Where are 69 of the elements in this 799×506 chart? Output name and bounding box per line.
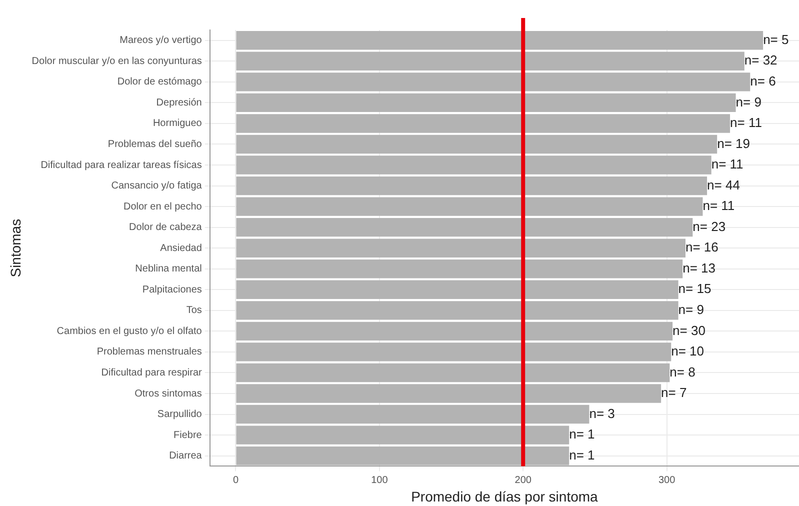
bar [236, 342, 672, 362]
bar [236, 363, 670, 382]
bar [236, 404, 590, 424]
bar [236, 280, 678, 299]
bar [236, 197, 703, 216]
annotation: n= 15 [678, 281, 712, 296]
bar [236, 93, 736, 112]
y-tick-label: Dificultad para respirar [101, 367, 203, 378]
bar [236, 156, 712, 174]
annotation: n= 3 [589, 406, 615, 421]
annotation: n= 11 [702, 198, 735, 214]
annotation: n= 7 [661, 385, 687, 400]
x-tick-label: 100 [371, 474, 388, 486]
bar [236, 52, 744, 71]
bar [236, 426, 570, 444]
bar [236, 260, 683, 278]
annotation: n= 23 [692, 218, 726, 234]
y-tick-label: Palpitaciones [142, 284, 202, 296]
bar [236, 31, 764, 50]
x-tick-label: 300 [658, 474, 676, 486]
annotation: n= 13 [682, 260, 716, 276]
y-tick-label: Problemas del sueño [108, 138, 202, 150]
annotation: n= 10 [671, 344, 704, 359]
annotation: n= 44 [707, 177, 740, 192]
y-tick-label: Fiebre [174, 430, 202, 441]
y-tick-label: Dolor de estómago [117, 76, 202, 88]
bar [236, 446, 570, 466]
bar [236, 134, 718, 154]
y-tick-label: Depresión [156, 97, 202, 108]
y-tick-label: Dolor en el pecho [123, 201, 202, 212]
annotation: n= 11 [711, 156, 744, 172]
annotation: n= 9 [736, 94, 762, 110]
y-tick-label: Dolor muscular y/o en las conyunturas [32, 56, 202, 67]
bar [236, 238, 686, 258]
annotation: n= 1 [569, 447, 595, 462]
y-axis-title: Sintomas [7, 218, 24, 278]
y-tick-label: Mareos y/o vertigo [120, 35, 202, 46]
y-tick-label: Dolor de cabeza [129, 222, 202, 234]
bar [236, 384, 662, 403]
annotation: n= 32 [744, 52, 778, 68]
y-tick-label: Neblina mental [135, 264, 202, 275]
y-tick-label: Cambios en el gusto y/o el olfato [56, 326, 202, 337]
y-tick-label: Problemas menstruales [96, 346, 202, 358]
y-tick-label: Dificultad para realizar tareas físicas [40, 160, 202, 171]
y-tick-label: Sarpullido [157, 409, 202, 420]
annotation: n= 19 [717, 136, 750, 151]
y-tick-label: Cansancio y/o fatiga [111, 180, 202, 192]
bar [236, 72, 750, 92]
bar [236, 322, 673, 341]
y-tick-label: Ansiedad [160, 242, 202, 254]
x-axis-title: Promedio de días por sintoma [411, 488, 598, 504]
x-tick-label: 200 [514, 474, 532, 486]
y-tick-label: Otros sintomas [134, 388, 202, 400]
annotation: n= 5 [763, 32, 789, 47]
annotation: n= 16 [685, 240, 718, 255]
annotation: n= 30 [672, 322, 706, 338]
annotation: n= 9 [678, 302, 704, 317]
annotation: n= 6 [750, 74, 776, 89]
annotation: n= 11 [730, 115, 762, 130]
bar [236, 301, 678, 320]
x-tick-label: 0 [232, 474, 239, 486]
bar [236, 218, 693, 237]
bar [236, 114, 730, 133]
annotation: n= 8 [670, 364, 696, 380]
y-tick-label: Tos [186, 305, 202, 316]
y-tick-label: Hormigueo [152, 118, 202, 130]
bar [236, 176, 708, 196]
y-tick-label: Diarrea [169, 450, 202, 462]
annotation: n= 1 [569, 426, 595, 442]
